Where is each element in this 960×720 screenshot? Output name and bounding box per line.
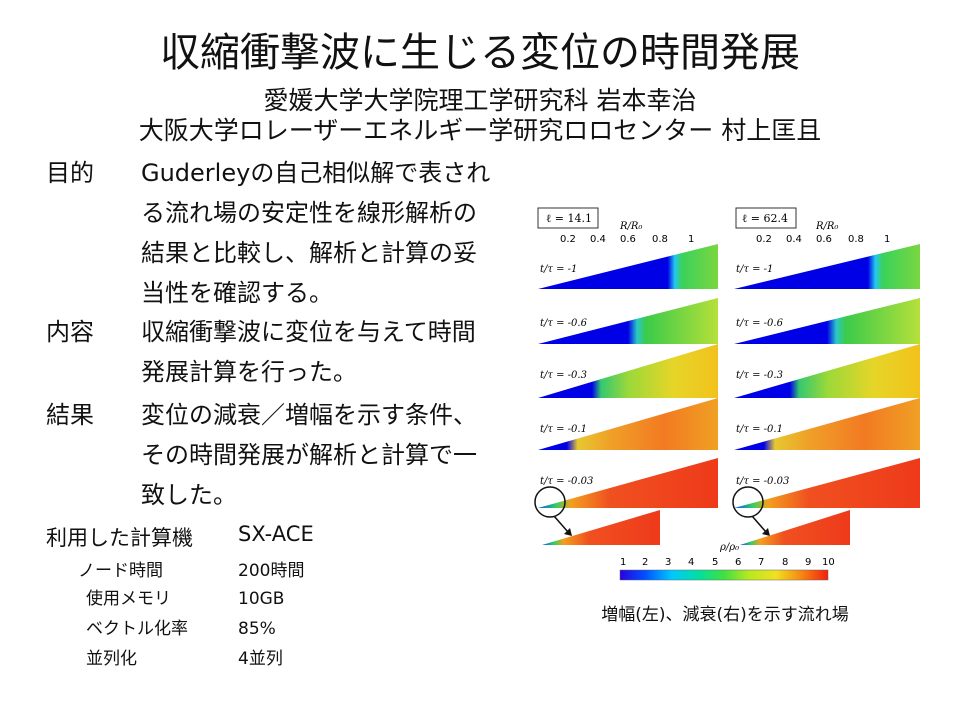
ell-label-right: ℓ = 62.4 [742, 212, 788, 225]
zoom-arrow-left [553, 515, 569, 533]
zoom-inset-left [542, 510, 660, 545]
body-line: 結果と比較し、解析と計算の妥 [141, 239, 477, 267]
tick-left-3: 0.8 [652, 234, 668, 245]
cbar-tick-1: 1 [620, 557, 626, 568]
zoom-arrowhead-right [762, 528, 770, 536]
time-label-right-1: t/τ = -0.6 [736, 318, 784, 329]
body-line: その時間発展が解析と計算で一 [141, 441, 477, 469]
axis-label-right: R/R₀ [815, 221, 838, 232]
colorbar-label: ρ/ρ₀ [719, 542, 739, 553]
ell-label-left: ℓ = 14.1 [546, 212, 592, 225]
time-label-right-4: t/τ = -0.03 [736, 476, 789, 487]
tick-right-3: 0.8 [848, 234, 864, 245]
body-line: 変位の減衰／増幅を示す条件、 [141, 401, 477, 429]
panel-left: ℓ = 14.1 R/R₀ 0.2 0.4 0.6 0.8 1 t/τ = -1… [534, 207, 718, 545]
ell-box-right [735, 207, 797, 229]
section-label-content: 内容 [46, 318, 94, 346]
panel-right: ℓ = 62.4 R/R₀ 0.2 0.4 0.6 0.8 1 t/τ = -1… [732, 207, 920, 545]
flow-wedge-left-4 [538, 458, 718, 508]
slide-title: 収縮衝撃波に生じる変位の時間発展 [160, 30, 800, 76]
section-body-purpose: Guderleyの自己相似解で表され る流れ場の安定性を線形解析の 結果と比較し… [141, 153, 526, 313]
spec-value-node-hours: 200時間 [238, 561, 305, 581]
cbar-tick-7: 7 [758, 557, 764, 568]
computer-label: 利用した計算機 [46, 526, 193, 550]
flow-wedge-right-1 [734, 298, 920, 344]
tick-left-0: 0.2 [560, 234, 576, 245]
flow-wedge-right-3 [734, 398, 920, 450]
body-line: 致した。 [141, 481, 237, 509]
section-label-result: 結果 [46, 401, 94, 429]
tick-right-0: 0.2 [756, 234, 772, 245]
flow-wedge-left-3 [538, 398, 718, 450]
flow-field-figure: ℓ = 14.1 R/R₀ 0.2 0.4 0.6 0.8 1 t/τ = -1… [534, 207, 920, 581]
section-label-purpose: 目的 [46, 159, 94, 187]
cbar-tick-10: 10 [822, 557, 835, 568]
zoom-circle-right [732, 486, 764, 518]
tick-left-2: 0.6 [620, 234, 636, 245]
tick-right-4: 1 [884, 234, 890, 245]
colorbar: ρ/ρ₀ 1 2 3 4 5 6 7 8 9 10 [619, 542, 835, 581]
spec-name-vectorization: ベクトル化率 [86, 619, 188, 639]
flow-wedge-left-1 [538, 298, 718, 344]
body-line: 当性を確認する。 [141, 279, 333, 307]
author-affiliation-2: 大阪大学ロレーザーエネルギー学研究ロロセンター 村上匡且 [138, 116, 822, 145]
tick-right-1: 0.4 [786, 234, 802, 245]
zoom-arrowhead-left [564, 528, 572, 536]
time-label-left-3: t/τ = -0.1 [540, 424, 587, 435]
author-affiliation-1: 愛媛大学大学院理工学研究科 岩本幸治 [263, 86, 697, 115]
body-line: 収縮衝撃波に変位を与えて時間 [141, 318, 476, 346]
cbar-tick-6: 6 [735, 557, 741, 568]
tick-left-4: 1 [688, 234, 694, 245]
time-label-left-1: t/τ = -0.6 [540, 318, 588, 329]
flow-wedge-right-0 [734, 244, 920, 289]
body-line: 発展計算を行った。 [141, 358, 357, 386]
spec-value-memory: 10GB [238, 589, 285, 609]
cbar-tick-3: 3 [665, 557, 671, 568]
time-label-left-0: t/τ = -1 [540, 264, 577, 275]
body-line: Guderleyの自己相似解で表され [141, 159, 491, 187]
spec-name-memory: 使用メモリ [86, 589, 171, 609]
spec-name-node-hours: ノード時間 [78, 561, 163, 581]
tick-left-1: 0.4 [590, 234, 606, 245]
axis-label-left: R/R₀ [619, 221, 642, 232]
time-label-left-2: t/τ = -0.3 [540, 370, 587, 381]
cbar-tick-4: 4 [688, 557, 694, 568]
tick-right-2: 0.6 [816, 234, 832, 245]
cbar-tick-8: 8 [782, 557, 788, 568]
spec-name-parallel: 並列化 [86, 649, 137, 669]
cbar-tick-5: 5 [712, 557, 718, 568]
zoom-arrow-right [751, 515, 767, 533]
time-label-right-2: t/τ = -0.3 [736, 370, 783, 381]
section-body-content: 収縮衝撃波に変位を与えて時間 発展計算を行った。 [141, 312, 526, 392]
body-line: る流れ場の安定性を線形解析の [141, 199, 477, 227]
section-body-result: 変位の減衰／増幅を示す条件、 その時間発展が解析と計算で一 致した。 [141, 395, 526, 515]
time-label-left-4: t/τ = -0.03 [540, 476, 593, 487]
flow-wedge-right-4 [734, 458, 920, 508]
zoom-inset-right [740, 510, 850, 545]
flow-wedge-right-2 [734, 344, 920, 398]
zoom-circle-left [534, 486, 566, 518]
spec-value-parallel: 4並列 [238, 649, 283, 669]
cbar-tick-2: 2 [642, 557, 648, 568]
flow-wedge-left-0 [538, 244, 718, 289]
colorbar-gradient [619, 569, 829, 581]
figure-caption: 増幅(左)、減衰(右)を示す流れ場 [601, 605, 849, 625]
ell-box-left [537, 207, 599, 229]
spec-value-vectorization: 85% [238, 619, 276, 639]
flow-wedge-left-2 [538, 344, 718, 398]
computer-value: SX-ACE [238, 522, 314, 546]
time-label-right-0: t/τ = -1 [736, 264, 773, 275]
time-label-right-3: t/τ = -0.1 [736, 424, 783, 435]
cbar-tick-9: 9 [805, 557, 811, 568]
